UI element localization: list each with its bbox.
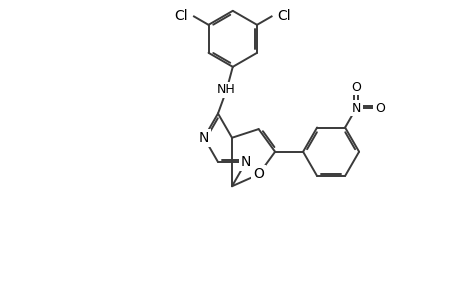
Text: N: N [241,155,251,169]
Text: N: N [351,102,360,115]
Text: Cl: Cl [277,9,291,23]
Text: O: O [351,81,360,94]
Text: O: O [252,167,263,182]
Text: N: N [198,131,209,145]
Text: Cl: Cl [174,9,188,23]
Text: NH: NH [217,83,235,96]
Text: O: O [375,102,384,115]
